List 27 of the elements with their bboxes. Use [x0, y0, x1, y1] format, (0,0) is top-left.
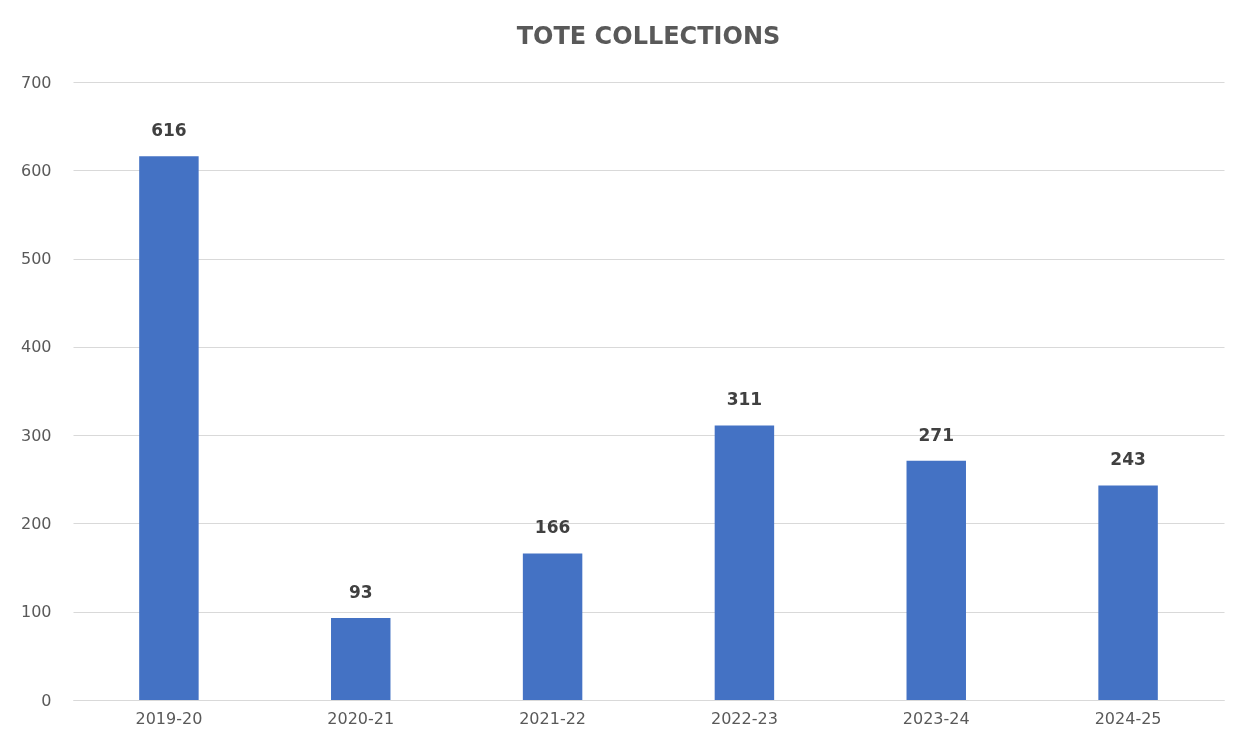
x-tick-label: 2019-20: [135, 708, 203, 728]
bar: [522, 553, 583, 700]
data-label: 616: [151, 120, 187, 141]
bar: [1098, 485, 1158, 700]
chart-title: TOTE COLLECTIONS: [516, 22, 781, 50]
bar: [331, 617, 391, 700]
y-tick-label: 600: [20, 160, 52, 180]
x-tick-label: 2023-24: [902, 708, 970, 728]
y-tick-label: 100: [20, 602, 52, 622]
x-tick-label: 2021-22: [519, 708, 587, 728]
bar: [139, 156, 199, 700]
data-label: 271: [918, 424, 954, 445]
bar: [906, 460, 966, 700]
data-label: 311: [726, 389, 763, 410]
data-label: 243: [1110, 449, 1146, 470]
y-tick-label: 700: [20, 72, 52, 92]
x-tick-label: 2024-25: [1094, 708, 1162, 728]
data-label: 93: [348, 581, 373, 602]
x-tick-label: 2022-23: [710, 708, 778, 728]
x-tick-label: 2020-21: [327, 708, 395, 728]
y-tick-label: 400: [20, 337, 52, 357]
bar: [714, 425, 775, 700]
y-tick-label: 300: [20, 425, 52, 445]
y-tick-label: 500: [20, 249, 52, 269]
y-tick-label: 200: [20, 513, 52, 533]
y-tick-label: 0: [41, 690, 52, 710]
data-label: 166: [534, 517, 571, 538]
